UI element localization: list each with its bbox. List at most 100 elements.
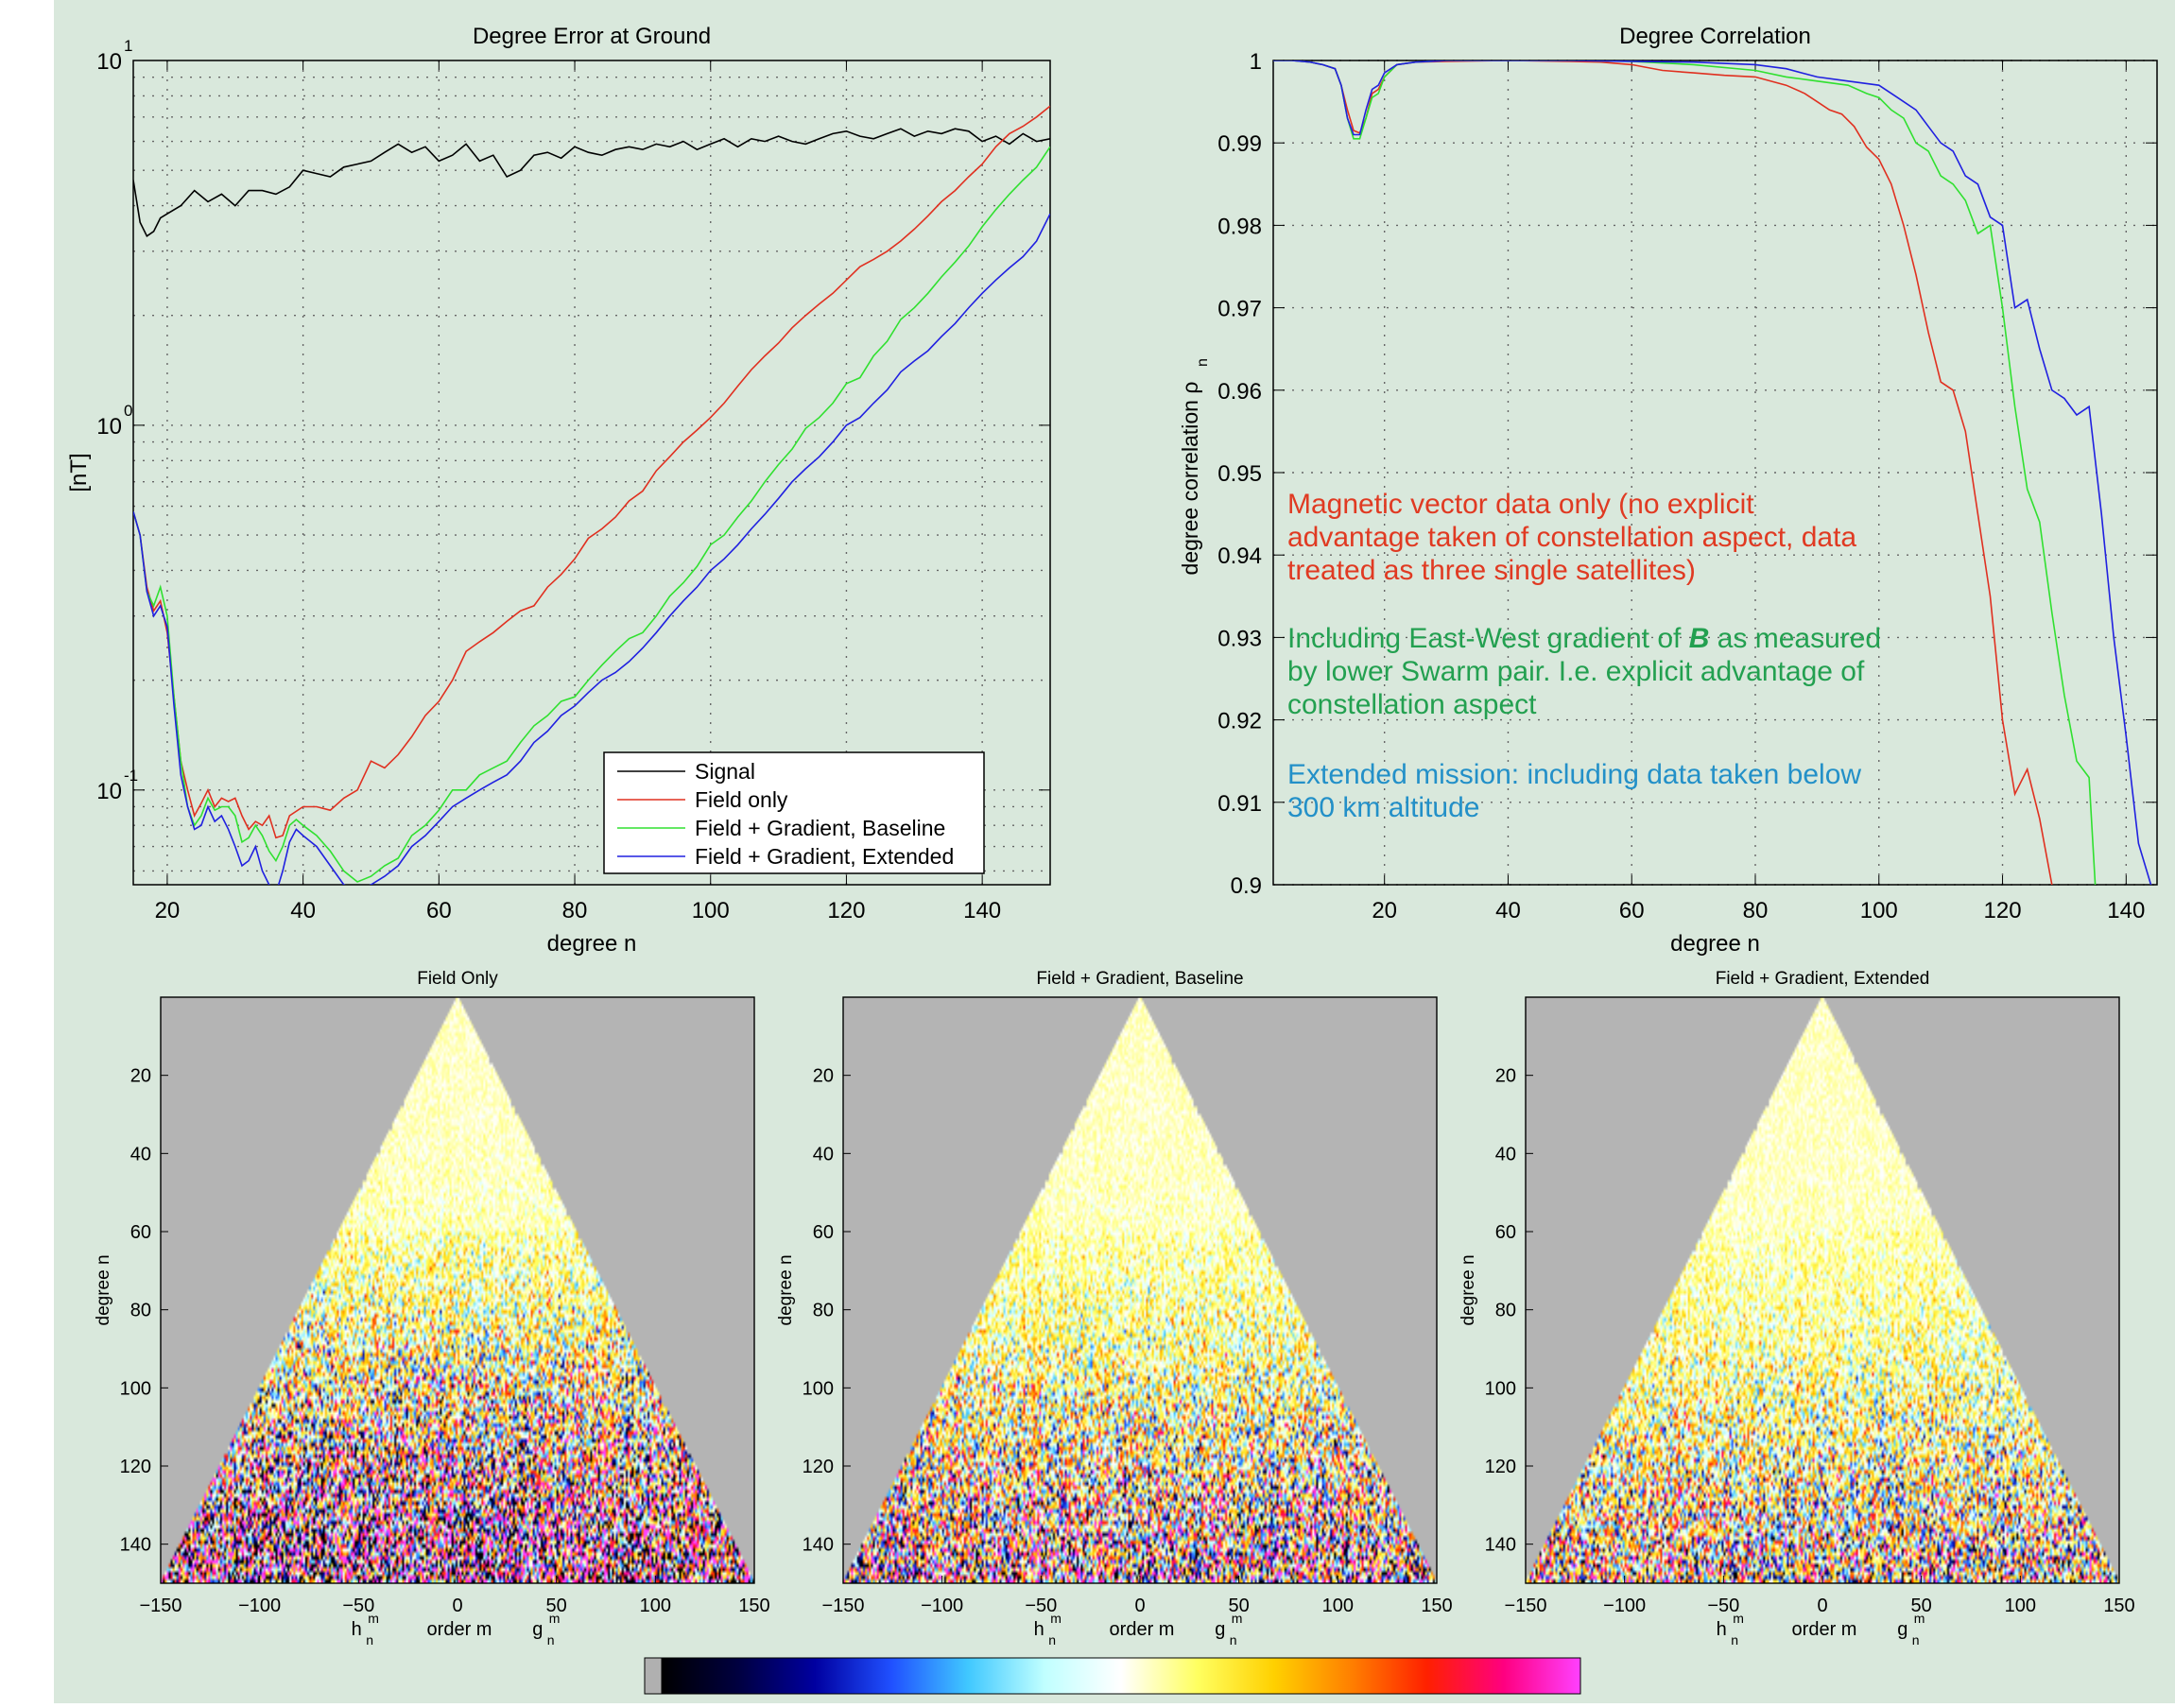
annotation-extended-line-1: 300 km altitude [1287,792,1479,823]
x-tick-label: 50 [1229,1596,1250,1616]
x-tick-label: 20 [155,898,181,923]
heatmap-image [161,997,754,1583]
series-line-1 [133,105,1050,839]
y-axis-label: degree n [1459,1254,1478,1325]
g-coefficient-label: g [1215,1619,1225,1640]
y-tick-label: 80 [1495,1301,1516,1321]
legend-entry-1: Field only [695,787,788,812]
y-tick-label: 100 [803,1378,834,1399]
heatmap-title: Field + Gradient, Baseline [1036,969,1243,989]
x-tick-label: −50 [1707,1596,1739,1616]
x-axis-label: order m [1110,1619,1175,1640]
x-tick-label: 150 [2103,1596,2134,1616]
series-line-0 [1273,60,2053,885]
y-tick-label: 100 [1485,1378,1516,1399]
annotation-gradient-line-first: Including East-West gradient of B as mea… [1287,623,1881,654]
colorbar [644,1657,1581,1695]
h-coefficient-superscript: m [368,1611,379,1626]
x-tick-label: −50 [342,1596,374,1616]
g-coefficient-subscript: n [1230,1632,1237,1648]
legend-box [603,751,985,874]
y-tick-label: 0.98 [1217,214,1262,239]
y-tick-label: 60 [130,1222,151,1243]
legend-entry-2: Field + Gradient, Baseline [695,816,945,840]
chart-title: Degree Error at Ground [473,24,711,49]
y-tick-label: 1 [1250,49,1262,75]
y-axis-label: degree correlation ρ [1178,382,1202,576]
heatmap-image [1526,997,2119,1583]
x-tick-label: 50 [1911,1596,1932,1616]
h-coefficient-superscript: m [1050,1611,1062,1626]
x-tick-label: 120 [1984,898,2022,923]
y-tick-label: 10 [96,414,122,440]
g-coefficient-subscript: n [547,1632,555,1648]
x-tick-label: 100 [640,1596,671,1616]
y-tick-label: 100 [120,1378,151,1399]
x-tick-label: 150 [1421,1596,1452,1616]
y-tick-label: 20 [130,1066,151,1087]
y-tick-label: 0.9 [1231,873,1262,899]
y-tick-label: 0.92 [1217,709,1262,734]
legend-entry-3: Field + Gradient, Extended [695,844,954,869]
y-tick-label: 10 [96,49,122,75]
degree-correlation-panel: 20 40 60 80 100 120 140 0.9 0.91 0.92 0.93 0.94 0.95… [1178,24,2158,957]
annotation-gradient-line-1: constellation aspect [1287,689,1537,720]
g-coefficient-label: g [1897,1619,1907,1640]
axes-frame [132,60,1051,886]
y-tick-label: 0.93 [1217,626,1262,651]
y-axis-label: degree n [776,1254,796,1325]
h-coefficient-label: h [1717,1619,1727,1640]
y-axis-label-subscript: n [1195,358,1211,367]
y-tick-label: 20 [813,1066,834,1087]
y-tick-label: 120 [1485,1457,1516,1477]
series-line-2 [133,146,1050,883]
x-tick-label: 100 [692,898,730,923]
x-tick-label: −150 [1504,1596,1546,1616]
y-tick-label: 120 [803,1457,834,1477]
annotation-vector-line-1: advantage taken of constellation aspect,… [1287,522,1856,553]
g-coefficient-subscript: n [1912,1632,1920,1648]
y-tick-label: 40 [130,1144,151,1165]
series-line-1 [1273,60,2097,885]
h-coefficient-superscript: m [1733,1611,1744,1626]
legend-entry-0: Signal [695,759,755,784]
x-tick-label: 20 [1372,898,1397,923]
h-coefficient-subscript: n [1048,1632,1056,1648]
heatmap-field-only-panel: −150 −100 −50 0 50 100 150 20 40 60 80 100 120 140 Fie… [94,969,770,1648]
x-tick-label: 100 [1322,1596,1354,1616]
annotation-gradient-prefix: Including East-West gradient of [1287,623,1689,654]
g-coefficient-superscript: m [549,1611,561,1626]
x-tick-label: 0 [1817,1596,1827,1616]
y-tick-label: 140 [1485,1535,1516,1556]
g-coefficient-label: g [532,1619,543,1640]
colorbar-missing-swatch [644,1657,663,1695]
y-tick-label: 0.97 [1217,297,1262,322]
y-tick-label: 0.96 [1217,379,1262,405]
x-tick-label: 0 [452,1596,462,1616]
annotation-extended-line-0: Extended mission: including data taken b… [1287,759,1861,790]
series-line-0 [133,128,1050,237]
g-coefficient-superscript: m [1232,1611,1243,1626]
x-tick-label: −100 [1603,1596,1646,1616]
x-tick-label: 80 [1743,898,1769,923]
figure-canvas: 20 40 60 80 100 120 140 10 -1 10 0 10 1 Degree Error … [54,0,2175,1703]
series-line-2 [1273,60,2152,885]
legend: Signal Field only Field + Gradient, Baseli… [603,751,985,874]
annotation-vector-line-0: Magnetic vector data only (no explicit [1287,489,1754,520]
g-coefficient-superscript: m [1914,1611,1925,1626]
x-tick-label: 60 [1619,898,1645,923]
x-tick-label: 50 [546,1596,567,1616]
x-axis-label: degree n [547,931,637,957]
heatmap-title: Field + Gradient, Extended [1716,969,1930,989]
x-axis-label: degree n [1670,931,1760,957]
heatmap-image [843,997,1437,1583]
y-tick-label: 40 [813,1144,834,1165]
x-tick-label: 80 [562,898,588,923]
h-coefficient-subscript: n [366,1632,373,1648]
y-tick-label: 80 [130,1301,151,1321]
y-tick-label: 0.99 [1217,131,1262,157]
y-tick-exponent: 0 [124,402,132,420]
series-line-3 [133,213,1050,885]
x-tick-label: 100 [1860,898,1898,923]
